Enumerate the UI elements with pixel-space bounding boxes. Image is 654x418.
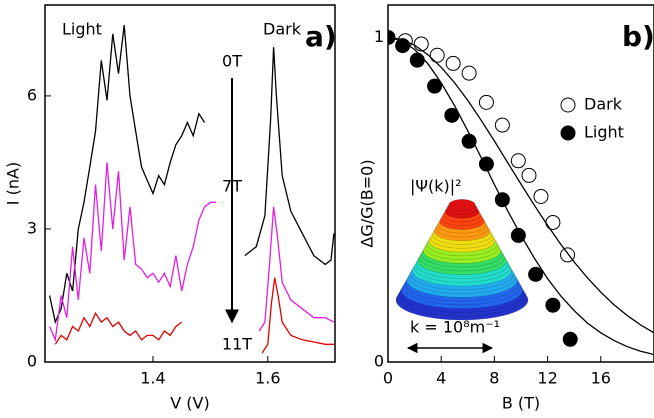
y-tick-label: 6 — [27, 85, 37, 104]
x-tick-label: 1.6 — [255, 369, 280, 388]
panel-label: a) — [305, 20, 337, 53]
annotation: k = 10⁸m⁻¹ — [410, 318, 500, 337]
data-point — [478, 94, 494, 110]
y-tick-label: 0 — [27, 352, 37, 371]
data-line — [388, 36, 654, 334]
data-point — [510, 153, 526, 169]
panel-label: b) — [622, 20, 654, 53]
annotation: Dark — [263, 20, 302, 39]
data-point — [494, 117, 510, 133]
y-axis-title: I (nA) — [4, 162, 23, 205]
x-tick-label: 8 — [489, 369, 499, 388]
x-tick-label: 0 — [383, 369, 393, 388]
legend-label: Light — [584, 123, 624, 142]
data-point — [429, 47, 445, 63]
x-tick-label: 1.4 — [140, 369, 165, 388]
wavefunction-inset — [395, 199, 529, 321]
data-point — [521, 167, 537, 183]
data-line — [244, 47, 335, 266]
x-axis-title: B (T) — [502, 394, 540, 413]
legend-marker — [560, 125, 576, 141]
data-point — [562, 331, 578, 347]
annotation: 7T — [222, 177, 242, 196]
cone-slice — [448, 199, 476, 211]
data-line — [49, 162, 217, 343]
data-point — [427, 78, 443, 94]
data-line — [388, 36, 654, 356]
data-line — [54, 311, 183, 345]
annotation: |Ψ(k)|² — [410, 177, 462, 196]
annotation: Light — [62, 20, 102, 39]
plot-data — [388, 29, 654, 356]
plot-frame — [44, 4, 336, 363]
y-axis-title: ΔG/G(B=0) — [358, 159, 377, 247]
data-point — [545, 214, 561, 230]
x-axis-title: V (V) — [170, 394, 209, 413]
plot-frame — [387, 4, 654, 363]
data-point — [533, 188, 549, 204]
data-point — [545, 297, 561, 313]
data-line — [258, 206, 335, 332]
data-line — [48, 24, 206, 325]
annotation: 11T — [222, 335, 252, 354]
legend-marker — [560, 97, 576, 113]
x-tick-label: 16 — [591, 369, 611, 388]
data-point — [461, 133, 477, 149]
data-point — [461, 65, 477, 81]
y-tick-label: 1 — [374, 27, 384, 46]
data-point — [445, 55, 461, 71]
data-point — [510, 227, 526, 243]
annotation: 0T — [222, 52, 242, 71]
data-line — [261, 277, 334, 354]
y-tick-label: 0 — [374, 352, 384, 371]
data-point — [444, 107, 460, 123]
data-point — [413, 36, 429, 52]
data-point — [528, 266, 544, 282]
x-tick-label: 4 — [436, 369, 446, 388]
x-tick-label: 12 — [537, 369, 557, 388]
plot-data — [48, 24, 335, 354]
legend-label: Dark — [584, 95, 623, 114]
y-tick-label: 3 — [27, 218, 37, 237]
data-point — [409, 52, 425, 68]
